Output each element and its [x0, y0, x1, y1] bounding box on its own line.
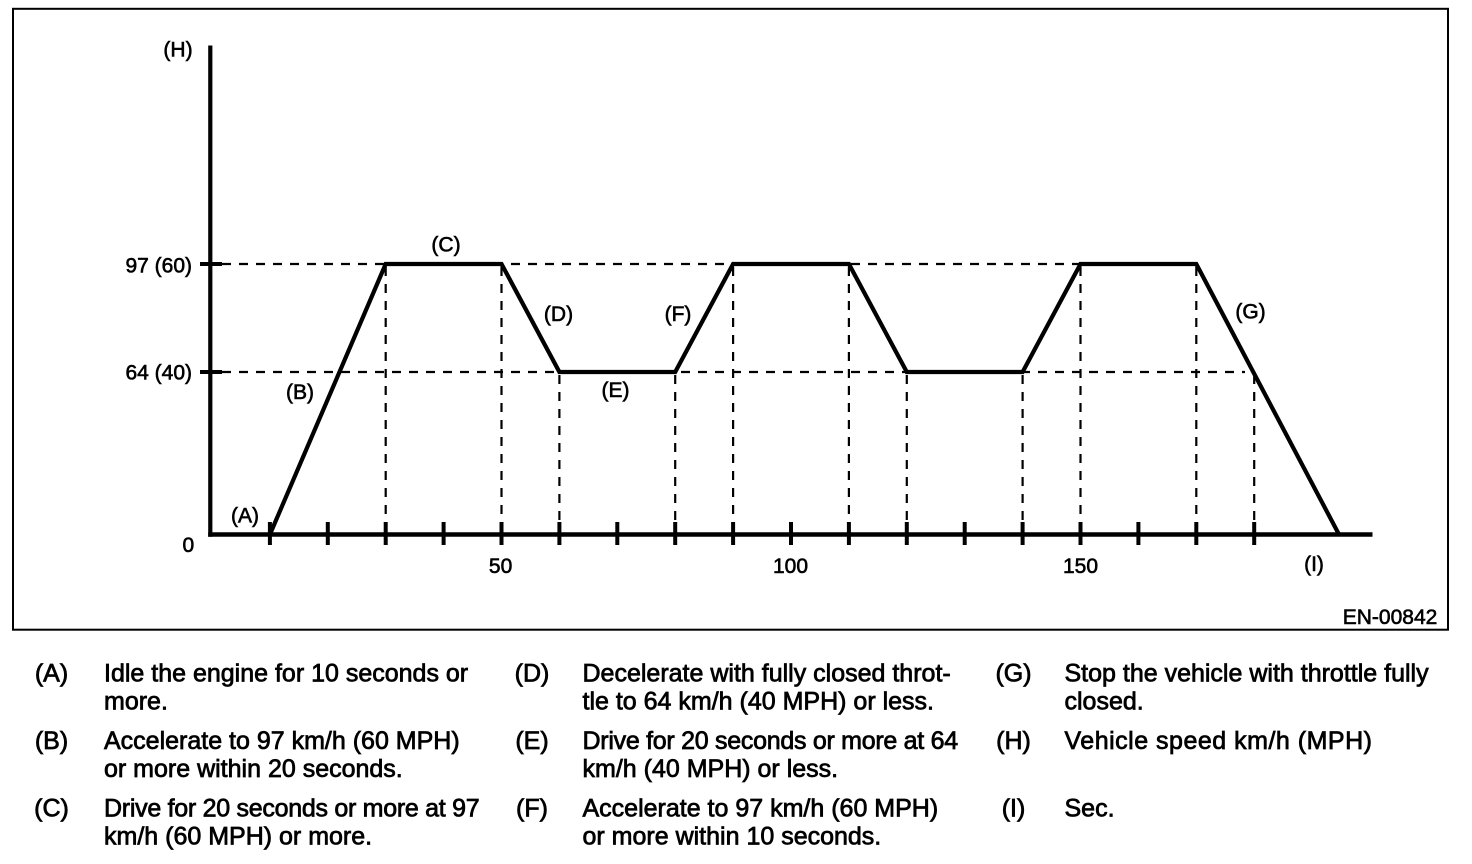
svg-text:50: 50 [489, 555, 512, 578]
svg-text:Accelerate to 97 km/h (60 MPH): Accelerate to 97 km/h (60 MPH) [104, 727, 460, 755]
svg-text:(I): (I) [1304, 553, 1324, 576]
svg-text:(I): (I) [1002, 795, 1026, 823]
svg-text:more.: more. [104, 688, 168, 716]
svg-text:(H): (H) [163, 39, 192, 62]
svg-text:Sec.: Sec. [1065, 795, 1115, 823]
svg-text:150: 150 [1063, 555, 1098, 578]
svg-text:(G): (G) [995, 660, 1031, 688]
svg-text:Drive for 20 seconds or more a: Drive for 20 seconds or more at 97 [104, 795, 479, 823]
svg-text:Idle the engine for 10 seconds: Idle the engine for 10 seconds or [104, 660, 468, 688]
svg-text:(F): (F) [665, 303, 692, 326]
svg-text:0: 0 [183, 534, 195, 557]
svg-text:(E): (E) [515, 727, 548, 755]
svg-text:Drive for 20 seconds or more a: Drive for 20 seconds or more at 64 [583, 727, 959, 755]
svg-text:(D): (D) [544, 303, 573, 326]
svg-text:closed.: closed. [1065, 688, 1144, 716]
svg-text:(B): (B) [35, 727, 68, 755]
svg-text:Decelerate with fully closed t: Decelerate with fully closed throt- [583, 660, 951, 688]
svg-text:(B): (B) [286, 381, 314, 404]
svg-text:tle to 64 km/h (40 MPH) or les: tle to 64 km/h (40 MPH) or less. [583, 688, 935, 716]
svg-text:or more within 20 seconds.: or more within 20 seconds. [104, 755, 403, 783]
svg-text:km/h (40 MPH) or less.: km/h (40 MPH) or less. [583, 755, 839, 783]
svg-text:(C): (C) [431, 234, 460, 257]
svg-text:Accelerate to 97 km/h (60 MPH): Accelerate to 97 km/h (60 MPH) [583, 795, 939, 823]
svg-text:(C): (C) [34, 795, 69, 823]
svg-text:(A): (A) [231, 505, 259, 528]
svg-text:(H): (H) [996, 727, 1031, 755]
svg-text:Vehicle speed km/h (MPH): Vehicle speed km/h (MPH) [1065, 727, 1373, 755]
svg-text:or more within 10 seconds.: or more within 10 seconds. [583, 823, 882, 851]
svg-text:(F): (F) [516, 795, 548, 823]
svg-text:97 (60): 97 (60) [125, 254, 192, 277]
svg-text:Stop the vehicle with throttle: Stop the vehicle with throttle fully [1065, 660, 1430, 688]
svg-text:km/h (60 MPH) or more.: km/h (60 MPH) or more. [104, 823, 372, 851]
svg-text:(A): (A) [35, 660, 68, 688]
svg-text:100: 100 [773, 555, 808, 578]
svg-text:EN-00842: EN-00842 [1343, 606, 1438, 629]
svg-text:(E): (E) [602, 379, 630, 402]
svg-text:(D): (D) [515, 660, 550, 688]
svg-text:(G): (G) [1235, 301, 1265, 324]
svg-text:64 (40): 64 (40) [125, 362, 192, 385]
